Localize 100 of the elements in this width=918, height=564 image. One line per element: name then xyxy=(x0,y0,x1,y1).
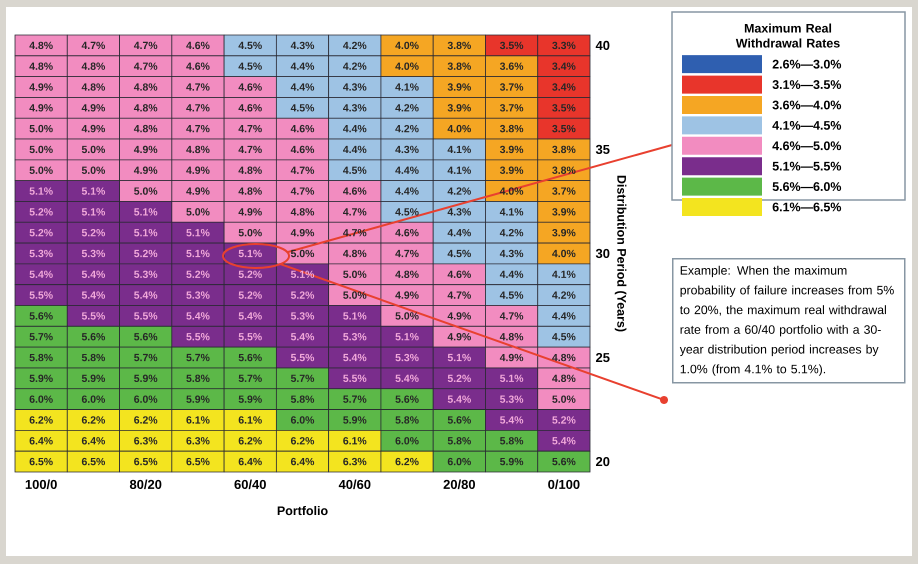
data-label: 5.5% xyxy=(186,333,210,340)
data-label: 5.8% xyxy=(395,416,419,424)
data-label: 5.9% xyxy=(30,374,53,382)
y-tick-label: 35 xyxy=(596,144,610,154)
data-label: 5.9% xyxy=(134,374,158,382)
data-label: 4.8% xyxy=(134,124,158,132)
data-label: 4.9% xyxy=(238,208,262,216)
data-label: 6.0% xyxy=(134,395,158,403)
x-tick-label: 100/0 xyxy=(26,480,57,490)
data-label: 3.8% xyxy=(552,146,576,154)
data-label: 4.9% xyxy=(134,146,158,154)
y-tick-label: 40 xyxy=(596,40,610,50)
data-label: 4.9% xyxy=(186,187,210,195)
data-label: 4.6% xyxy=(343,187,366,195)
data-label: 4.2% xyxy=(343,62,366,70)
data-label: 4.5% xyxy=(343,166,366,174)
data-label: 4.8% xyxy=(238,187,262,195)
data-label: 5.7% xyxy=(238,374,262,382)
data-label: 5.5% xyxy=(82,312,106,320)
data-label: 4.7% xyxy=(395,250,419,258)
data-label: 4.3% xyxy=(500,250,524,258)
data-label: 4.2% xyxy=(395,104,419,112)
data-label: 4.3% xyxy=(343,104,366,112)
data-label: 4.8% xyxy=(343,250,366,258)
data-label: 6.2% xyxy=(238,437,262,444)
data-label: 4.2% xyxy=(448,187,471,195)
data-label: 4.0% xyxy=(500,187,524,195)
data-label: 5.1% xyxy=(238,250,262,258)
data-label: 6.5% xyxy=(186,458,210,466)
data-label: 5.3% xyxy=(343,333,366,340)
data-label: 5.5% xyxy=(343,374,366,382)
data-label: 5.4% xyxy=(238,312,262,320)
data-label: 3.4% xyxy=(552,62,576,70)
data-label: 5.0% xyxy=(290,250,314,258)
data-label: 6.4% xyxy=(238,458,262,466)
data-label: 4.5% xyxy=(500,291,524,299)
data-label: 5.8% xyxy=(448,437,471,444)
data-label: 5.4% xyxy=(82,270,106,278)
data-label: 4.8% xyxy=(134,104,158,112)
data-label: 3.6% xyxy=(500,62,524,70)
data-label: 5.2% xyxy=(552,416,576,424)
data-label: 5.3% xyxy=(134,270,158,278)
data-label: 4.0% xyxy=(395,42,419,50)
data-label: 5.3% xyxy=(30,250,53,258)
data-label: 5.4% xyxy=(30,270,53,278)
data-label: 5.6% xyxy=(448,416,471,424)
data-label: 5.2% xyxy=(448,374,471,382)
data-label: 4.9% xyxy=(500,354,524,362)
data-label: 5.4% xyxy=(82,291,106,299)
data-label: 4.9% xyxy=(82,104,106,112)
data-label: 5.0% xyxy=(395,312,419,320)
data-label: 6.5% xyxy=(82,458,106,466)
data-label: 3.5% xyxy=(552,104,576,112)
y-axis-title: Distribution Period (Years) xyxy=(614,176,626,332)
data-label: 5.6% xyxy=(395,395,419,403)
data-label: 4.9% xyxy=(29,83,53,91)
data-label: 4.6% xyxy=(290,146,314,154)
data-label: 6.0% xyxy=(448,458,471,466)
data-label: 6.2% xyxy=(134,416,158,424)
data-label: 5.0% xyxy=(82,166,106,174)
data-label: 4.7% xyxy=(134,62,158,70)
data-label: 5.4% xyxy=(500,416,524,424)
data-label: 6.3% xyxy=(343,458,366,466)
data-label: 5.8% xyxy=(186,374,210,382)
data-label: 4.8% xyxy=(552,354,576,362)
data-label: 5.1% xyxy=(186,250,210,258)
data-label: 4.8% xyxy=(395,270,419,278)
data-label: 5.3% xyxy=(290,312,314,320)
data-label: 5.6% xyxy=(82,333,106,340)
data-label: 5.5% xyxy=(238,333,262,340)
data-label: 5.0% xyxy=(30,166,53,174)
data-label: 6.0% xyxy=(290,416,314,424)
data-label: 3.9% xyxy=(552,228,576,236)
data-label: 5.0% xyxy=(343,270,366,278)
data-label: 4.0% xyxy=(448,124,471,132)
data-label: 4.4% xyxy=(448,229,471,236)
color-bar-title: Maximum Real Withdrawal Rates xyxy=(736,24,840,48)
data-label: 5.5% xyxy=(134,312,158,320)
data-label: 5.2% xyxy=(290,291,314,299)
x-tick-label: 80/20 xyxy=(130,480,162,490)
data-label: 5.2% xyxy=(238,270,262,278)
data-label: 4.4% xyxy=(500,270,524,278)
data-label: 5.1% xyxy=(343,312,366,320)
data-label: 5.2% xyxy=(186,270,210,278)
data-label: 5.7% xyxy=(290,374,314,382)
data-label: 5.5% xyxy=(290,354,314,362)
data-label: 4.6% xyxy=(238,104,262,112)
data-label: 3.9% xyxy=(500,166,524,174)
data-label: 4.0% xyxy=(552,250,576,258)
data-label: 5.0% xyxy=(552,395,576,403)
data-label: 4.8% xyxy=(82,83,106,91)
data-label: 3.9% xyxy=(448,83,471,91)
data-label: 4.9% xyxy=(134,166,158,174)
y-tick-label: 20 xyxy=(596,456,610,466)
data-label: 4.2% xyxy=(395,124,419,132)
data-label: 4.5% xyxy=(552,333,576,340)
data-label: 6.2% xyxy=(396,458,419,466)
data-label: 4.4% xyxy=(290,62,314,70)
x-tick-label: 20/80 xyxy=(444,480,475,490)
data-label: 6.3% xyxy=(134,437,158,444)
